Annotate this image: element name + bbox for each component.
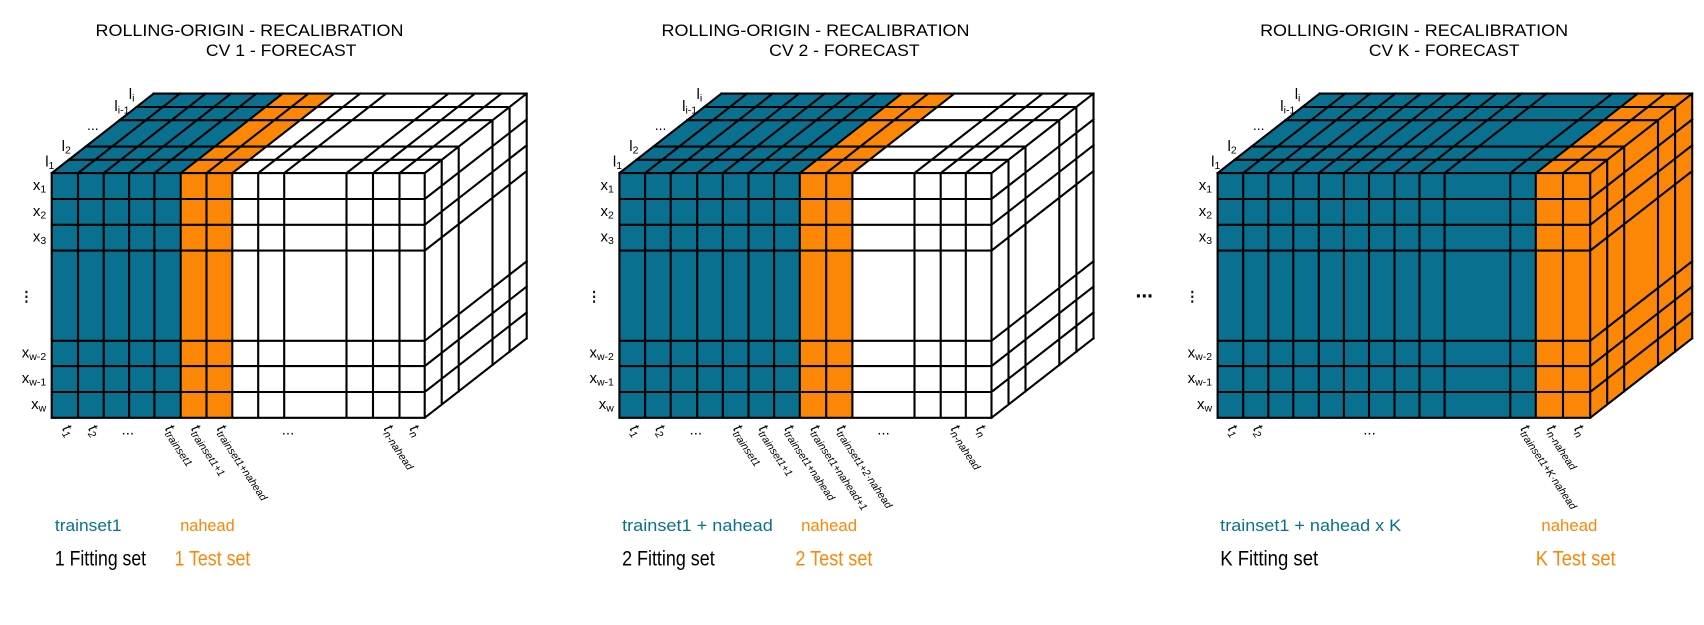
svg-text:trainset1: trainset1 xyxy=(55,517,122,535)
svg-text:nahead: nahead xyxy=(801,517,857,535)
svg-text:l2: l2 xyxy=(1228,138,1237,157)
svg-text:K Fitting set: K Fitting set xyxy=(1220,548,1318,571)
svg-text:K Test set: K Test set xyxy=(1536,548,1616,571)
svg-text:ROLLING-ORIGIN - RECALIBRATION: ROLLING-ORIGIN - RECALIBRATION xyxy=(662,22,970,40)
svg-text:...: ... xyxy=(282,421,295,438)
svg-text:l1: l1 xyxy=(613,154,622,173)
svg-text:1 Fitting set: 1 Fitting set xyxy=(55,548,146,571)
svg-text:l2: l2 xyxy=(629,138,638,157)
svg-text:li: li xyxy=(129,86,135,105)
svg-text:...: ... xyxy=(1136,280,1154,303)
svg-text:li: li xyxy=(697,86,703,105)
svg-text:2 Fitting set: 2 Fitting set xyxy=(622,548,715,571)
svg-text:l2: l2 xyxy=(62,138,71,157)
svg-text:l1: l1 xyxy=(1211,154,1220,173)
svg-text:...: ... xyxy=(87,117,99,133)
svg-text:li: li xyxy=(1295,86,1301,105)
svg-text:...: ... xyxy=(1363,421,1376,438)
svg-text:CV K - FORECAST: CV K - FORECAST xyxy=(1369,42,1520,60)
svg-text:trainset1 + nahead: trainset1 + nahead xyxy=(622,517,773,535)
svg-text:1 Test set: 1 Test set xyxy=(175,548,251,571)
svg-text:nahead: nahead xyxy=(180,517,235,535)
svg-text:trainset1 + nahead x K: trainset1 + nahead x K xyxy=(1220,517,1401,535)
svg-text:...: ... xyxy=(122,421,135,438)
svg-text:ROLLING-ORIGIN - RECALIBRATION: ROLLING-ORIGIN - RECALIBRATION xyxy=(1260,22,1568,40)
svg-text:CV 1 - FORECAST: CV 1 - FORECAST xyxy=(206,42,357,60)
svg-text:...: ... xyxy=(690,421,703,438)
svg-text:...: ... xyxy=(655,117,667,133)
svg-text:ROLLING-ORIGIN - RECALIBRATION: ROLLING-ORIGIN - RECALIBRATION xyxy=(96,22,404,40)
svg-text:nahead: nahead xyxy=(1541,517,1597,535)
svg-text:2 Test set: 2 Test set xyxy=(795,548,872,571)
svg-text:...: ... xyxy=(1253,117,1265,133)
svg-text:l1: l1 xyxy=(45,154,54,173)
svg-text:CV 2 - FORECAST: CV 2 - FORECAST xyxy=(769,42,920,60)
svg-text:...: ... xyxy=(877,421,890,438)
